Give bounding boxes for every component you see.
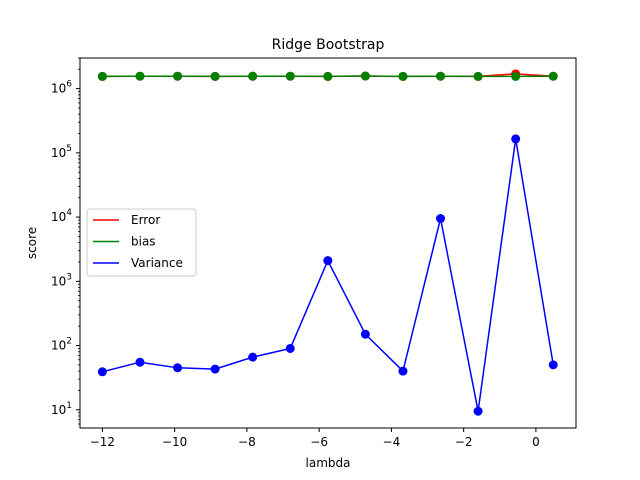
variance-data-point bbox=[511, 134, 521, 144]
x-tick-label: −4 bbox=[383, 435, 401, 449]
bias-data-point bbox=[173, 71, 183, 81]
variance-data-point bbox=[173, 363, 183, 373]
bias-data-point bbox=[135, 71, 145, 81]
variance-data-point bbox=[398, 366, 408, 376]
legend-box bbox=[86, 208, 197, 277]
variance-data-point bbox=[135, 357, 145, 367]
variance-data-point bbox=[360, 329, 370, 339]
x-tick-label: −2 bbox=[455, 435, 473, 449]
variance-data-point bbox=[97, 367, 107, 377]
y-tick-label: 102 bbox=[51, 337, 72, 353]
bias-data-point bbox=[97, 71, 107, 81]
y-tick-label: 105 bbox=[51, 144, 72, 160]
bias-data-point bbox=[511, 71, 521, 81]
y-tick-label: 103 bbox=[51, 272, 72, 288]
legend-label-bias: bias bbox=[131, 235, 156, 249]
variance-data-point bbox=[323, 256, 333, 266]
variance-data-point bbox=[285, 343, 295, 353]
legend-label-variance: Variance bbox=[131, 256, 183, 270]
x-tick-label: 0 bbox=[532, 435, 540, 449]
x-axis-title: lambda bbox=[306, 456, 351, 470]
variance-data-point bbox=[473, 406, 483, 416]
bias-data-point bbox=[323, 71, 333, 81]
x-tick-label: −12 bbox=[90, 435, 115, 449]
bias-data-point bbox=[285, 71, 295, 81]
variance-data-point bbox=[548, 360, 558, 370]
y-tick-label: 101 bbox=[51, 401, 72, 417]
variance-data-point bbox=[248, 352, 258, 362]
bias-data-point bbox=[436, 71, 446, 81]
x-tick-label: −6 bbox=[310, 435, 328, 449]
bias-data-point bbox=[210, 71, 220, 81]
legend: Error bias Variance bbox=[86, 208, 197, 277]
bias-data-point bbox=[248, 71, 258, 81]
y-axis: 101 102 103 104 105 106 bbox=[51, 57, 80, 425]
x-tick-label: −8 bbox=[238, 435, 256, 449]
bias-data-point bbox=[548, 71, 558, 81]
x-axis: −12 −10 −8 −6 −4 −2 0 bbox=[90, 428, 540, 449]
legend-label-error: Error bbox=[131, 213, 160, 227]
bias-data-point bbox=[473, 71, 483, 81]
bias-data-point bbox=[398, 71, 408, 81]
y-tick-label: 104 bbox=[51, 208, 72, 224]
variance-data-point bbox=[436, 214, 446, 224]
chart-title: Ridge Bootstrap bbox=[272, 37, 385, 53]
bias-data-point bbox=[360, 71, 370, 81]
variance-data-point bbox=[210, 364, 220, 374]
x-tick-label: −10 bbox=[162, 435, 187, 449]
y-tick-label: 106 bbox=[51, 80, 72, 96]
series-layer bbox=[97, 69, 558, 416]
y-axis-title: score bbox=[25, 227, 39, 259]
